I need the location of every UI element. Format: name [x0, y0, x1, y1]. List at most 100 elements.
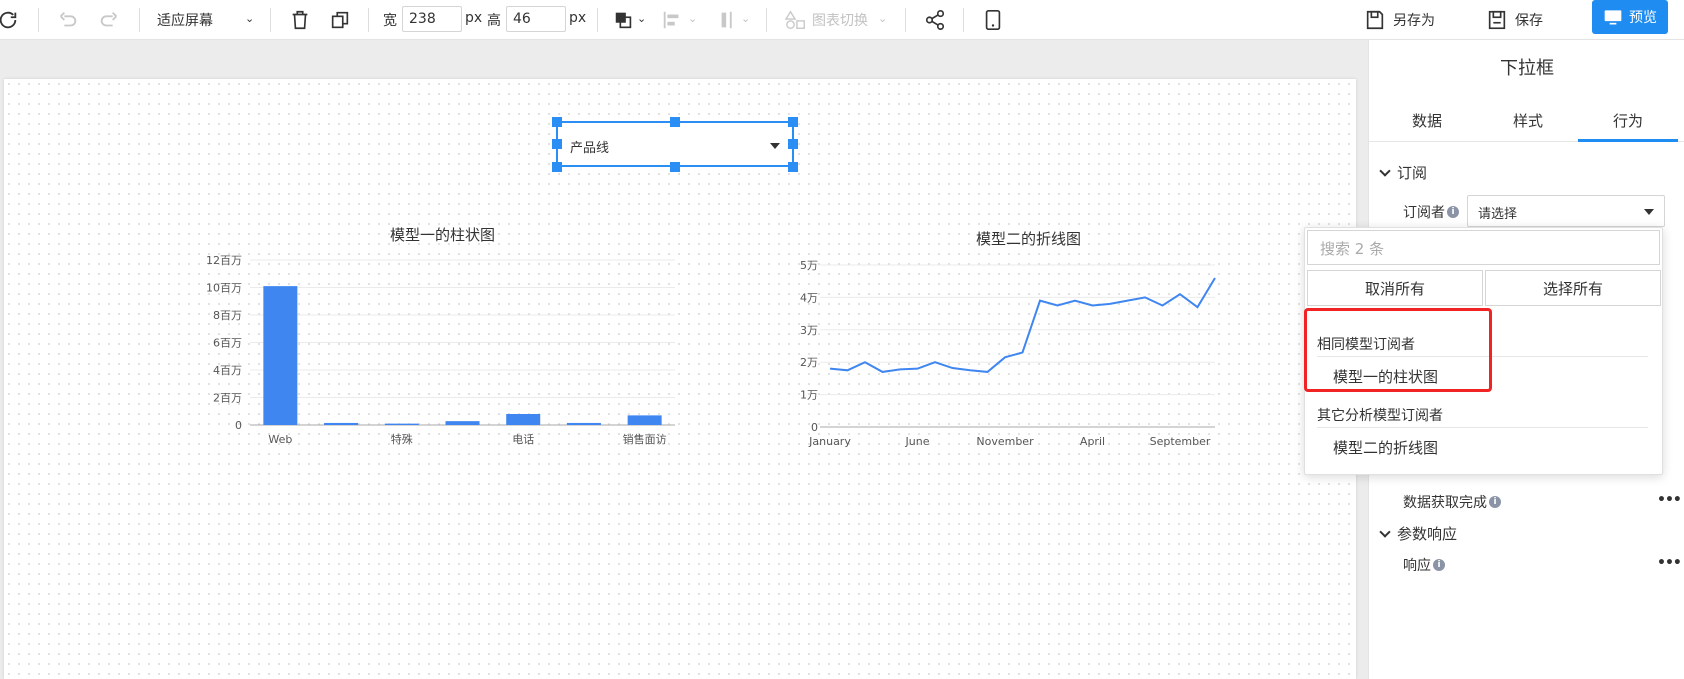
separator [368, 8, 369, 32]
chart-switch-icon[interactable] [784, 8, 808, 32]
separator [38, 8, 39, 32]
fit-screen-select[interactable]: 适应屏幕 [157, 13, 213, 29]
distribute-icon[interactable] [716, 8, 740, 32]
bar [506, 414, 541, 425]
divider [1317, 356, 1648, 357]
chevron-down-icon[interactable]: ⌄ [878, 12, 888, 25]
tab-style[interactable]: 样式 [1512, 112, 1543, 130]
bar [384, 423, 419, 425]
save-icon[interactable] [1485, 8, 1509, 32]
cancel-all-button[interactable]: 取消所有 [1307, 270, 1483, 306]
mobile-icon[interactable] [981, 8, 1005, 32]
chevron-down-icon[interactable]: ⌄ [245, 12, 255, 25]
resize-handle[interactable] [670, 117, 680, 127]
chevron-down-icon[interactable]: ⌄ [637, 12, 647, 25]
y-tick-label: 3万 [800, 324, 818, 337]
layer-icon[interactable] [612, 8, 636, 32]
save-as-button[interactable]: 另存为 [1393, 13, 1435, 29]
line-chart-title: 模型二的折线图 [976, 230, 1082, 248]
x-tick-label: 电话 [512, 433, 534, 446]
resize-handle[interactable] [788, 139, 798, 149]
copy-icon[interactable] [328, 8, 352, 32]
subscribe-section-label: 订阅 [1397, 164, 1428, 182]
undo-icon[interactable] [56, 8, 80, 32]
more-icon[interactable]: ••• [1657, 555, 1682, 571]
panel-title: 下拉框 [1500, 58, 1554, 79]
width-label: 宽 [383, 13, 397, 29]
x-tick-label: April [1080, 435, 1105, 448]
width-input[interactable]: 238 [402, 6, 462, 32]
list-item[interactable]: 模型一的柱状图 [1333, 368, 1439, 386]
subscriber-select[interactable]: 请选择 [1467, 195, 1665, 227]
select-all-button[interactable]: 选择所有 [1485, 270, 1661, 306]
x-tick-label: November [976, 435, 1034, 448]
info-icon[interactable]: i [1433, 559, 1445, 571]
tab-data[interactable]: 数据 [1411, 112, 1442, 130]
chevron-down-icon[interactable]: ⌄ [741, 12, 751, 25]
subscriber-row: 订阅者 i [1403, 202, 1459, 222]
height-unit: px [569, 10, 587, 26]
highlight-box [1304, 308, 1492, 392]
chevron-down-icon [1379, 525, 1391, 538]
separator [963, 8, 964, 32]
chart-switch-button[interactable]: 图表切换 [812, 13, 868, 29]
resize-handle[interactable] [552, 139, 562, 149]
info-icon[interactable]: i [1447, 206, 1459, 218]
popup-search-input[interactable]: 搜索 2 条 [1307, 230, 1660, 265]
data-complete-row: 数据获取完成 i [1403, 492, 1501, 512]
resize-handle[interactable] [788, 162, 798, 172]
x-tick-label: September [1150, 435, 1211, 448]
bar-chart[interactable]: 0 2百万 4百万 6百万 8百万 10百万 12百万 Web 特殊 电话 销售面访 [200, 250, 690, 480]
preview-button[interactable]: 预览 [1592, 0, 1668, 34]
save-as-icon[interactable] [1363, 8, 1387, 32]
y-tick-label: 12百万 [206, 254, 242, 267]
bar [627, 415, 662, 425]
subscriber-label: 订阅者 [1403, 205, 1445, 221]
x-tick-label: Web [268, 433, 292, 446]
more-icon[interactable]: ••• [1657, 492, 1682, 508]
height-label: 高 [487, 13, 501, 29]
panel-tabs: 数据 样式 行为 [1369, 100, 1684, 142]
series-line [829, 277, 1216, 373]
refresh-icon[interactable] [0, 8, 20, 32]
separator [766, 8, 767, 32]
x-tick-label: June [905, 435, 930, 448]
preview-label: 预览 [1629, 10, 1657, 26]
caret-down-icon [1644, 209, 1654, 215]
x-tick-label: January [808, 435, 851, 448]
active-tab-indicator [1578, 139, 1678, 142]
resize-handle[interactable] [788, 117, 798, 127]
save-button[interactable]: 保存 [1515, 13, 1543, 29]
info-icon[interactable]: i [1489, 496, 1501, 508]
share-icon[interactable] [923, 8, 947, 32]
redo-icon[interactable] [97, 8, 121, 32]
param-response-section[interactable]: 参数响应 [1379, 523, 1457, 544]
resize-handle[interactable] [552, 117, 562, 127]
align-icon[interactable] [660, 8, 684, 32]
list-item[interactable]: 模型二的折线图 [1333, 439, 1439, 457]
separator [139, 8, 140, 32]
y-tick-label: 2万 [800, 356, 818, 369]
x-tick-label: 特殊 [391, 432, 413, 446]
group-label-same-model: 相同模型订阅者 [1317, 337, 1415, 353]
resize-handle[interactable] [670, 162, 680, 172]
dropdown-widget[interactable]: 产品线 [556, 121, 794, 167]
bar-chart-title: 模型一的柱状图 [390, 226, 496, 244]
y-tick-label: 5万 [800, 259, 818, 272]
response-label: 响应 [1403, 558, 1431, 574]
separator [905, 8, 906, 32]
y-tick-label: 4万 [800, 291, 818, 304]
trash-icon[interactable] [288, 8, 312, 32]
design-canvas[interactable] [4, 79, 1356, 679]
divider [1317, 427, 1648, 428]
tab-behavior[interactable]: 行为 [1612, 112, 1643, 130]
subscribe-section[interactable]: 订阅 [1379, 162, 1428, 183]
chevron-down-icon[interactable]: ⌄ [688, 12, 698, 25]
resize-handle[interactable] [552, 162, 562, 172]
chevron-down-icon [1379, 164, 1391, 177]
y-tick-label: 1万 [800, 389, 818, 402]
dropdown-value: 产品线 [570, 141, 610, 156]
line-chart[interactable]: 0 1万 2万 3万 4万 5万 January June November April Septe… [800, 255, 1260, 480]
group-label-other-model: 其它分析模型订阅者 [1317, 408, 1443, 424]
height-input[interactable]: 46 [506, 6, 566, 32]
